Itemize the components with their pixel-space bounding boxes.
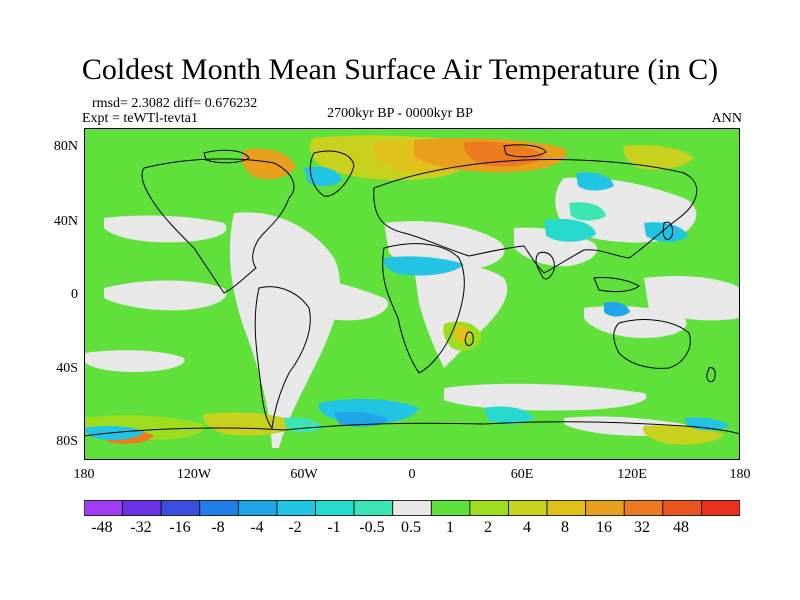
colorbar-label-m2: -2 — [288, 519, 302, 536]
map-frame — [84, 128, 740, 460]
colorbar-label-m16: -16 — [169, 519, 191, 536]
lat-tick-40n: 40N — [53, 214, 78, 229]
lat-tick-40s: 40S — [56, 361, 78, 376]
colorbar-box — [701, 500, 740, 516]
colorbar-box — [430, 500, 471, 516]
colorbar-box — [662, 500, 702, 516]
coastlines — [84, 144, 740, 437]
colorbar-box — [276, 500, 316, 516]
colorbar-box — [160, 500, 201, 516]
colorbar-label-m0.5: -0.5 — [359, 519, 385, 536]
lat-tick-80n: 80N — [53, 139, 78, 154]
colorbar-box — [585, 500, 625, 516]
colorbar-label-2: 2 — [484, 519, 492, 536]
lon-tick-0: 0 — [408, 467, 416, 482]
colorbar-label-0.5: 0.5 — [401, 519, 421, 536]
lon-tick-60e: 60E — [510, 467, 534, 482]
colorbar-box — [353, 500, 394, 516]
lat-tick-80s: 80S — [56, 434, 78, 449]
colorbar-box — [122, 500, 162, 516]
colorbar-box — [469, 500, 509, 516]
colorbar-label-16: 16 — [596, 519, 612, 536]
temperature-map — [84, 128, 740, 460]
map-title: Coldest Month Mean Surface Air Temperatu… — [81, 53, 719, 86]
colorbar-label-32: 32 — [634, 519, 650, 536]
colorbar-box — [623, 500, 664, 516]
colorbar-label-m32: -32 — [130, 519, 152, 536]
colorbar-box — [392, 500, 432, 516]
lon-tick-120e: 120E — [617, 467, 647, 482]
colorbar-label-1: 1 — [446, 519, 454, 536]
season-label: ANN — [711, 111, 742, 126]
lon-tick-60w: 60W — [290, 467, 318, 482]
lat-tick-0: 0 — [71, 287, 78, 302]
colorbar-box — [315, 500, 355, 516]
colorbar-box — [84, 500, 123, 516]
colorbar-box — [546, 500, 587, 516]
colorbar-label-8: 8 — [561, 519, 569, 536]
colorbar-box — [199, 500, 239, 516]
colorbar-box — [237, 500, 278, 516]
colorbar-label-m48: -48 — [91, 519, 113, 536]
colorbar-label-m4: -4 — [250, 519, 264, 536]
colorbar-box — [508, 500, 548, 516]
experiment-label: Expt = teWTl-tevta1 — [82, 111, 198, 126]
colorbar-label-48: 48 — [673, 519, 689, 536]
colorbar-label-4: 4 — [523, 519, 531, 536]
lon-tick-180w: 180 — [73, 467, 95, 482]
stats-text: rmsd= 2.3082 diff= 0.676232 — [92, 96, 258, 111]
period-label: 2700kyr BP - 0000kyr BP — [327, 106, 473, 121]
lon-tick-180e: 180 — [729, 467, 751, 482]
lon-tick-120w: 120W — [176, 467, 212, 482]
colorbar-label-m1: -1 — [327, 519, 341, 536]
colorbar-label-m8: -8 — [211, 519, 225, 536]
colorbar — [84, 500, 740, 516]
